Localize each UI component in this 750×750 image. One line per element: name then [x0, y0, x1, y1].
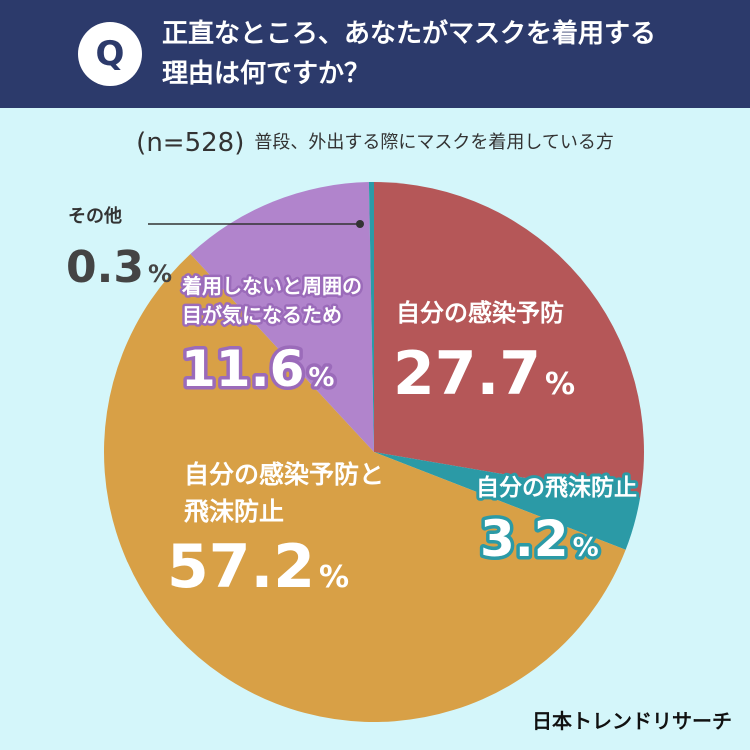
question-line-2: 理由は何ですか？	[162, 59, 371, 89]
label-self-droplet-prevention: 自分の飛沫防止	[476, 474, 637, 501]
slice-other	[368, 182, 374, 452]
slice-self-droplet-prevention	[374, 452, 641, 550]
question-header: Q 正直なところ、あなたがマスクを着用する 理由は何ですか？	[0, 0, 750, 108]
question-line-1: 正直なところ、あなたがマスクを着用する	[162, 19, 657, 49]
leader-dot-other	[356, 220, 364, 228]
label-other: その他	[68, 205, 122, 227]
value-self-droplet-prevention: 3.2%	[480, 510, 599, 568]
slice-infection-and-droplet	[104, 254, 626, 722]
question-text: 正直なところ、あなたがマスクを着用する 理由は何ですか？	[162, 14, 722, 94]
q-badge: Q	[78, 22, 142, 86]
value-self-infection-prevention: 27.7%	[393, 339, 575, 409]
slice-self-infection-prevention	[374, 182, 644, 498]
value-other: 0.3%	[66, 242, 172, 293]
slice-public-eye	[190, 182, 374, 453]
label-public-eye-line1: 着用しないと周囲の	[181, 274, 362, 298]
brand-logo: 日本トレンドリサーチ	[532, 709, 732, 733]
subtitle-description: 普段、外出する際にマスクを着用している方	[254, 132, 614, 153]
value-public-eye: 11.6%	[181, 340, 334, 398]
label-public-eye-line2: 目が気になるため	[182, 303, 342, 327]
label-self-infection-prevention: 自分の感染予防	[396, 299, 564, 327]
subtitle: (n=528) 普段、外出する際にマスクを着用している方	[0, 128, 750, 158]
value-infection-and-droplet: 57.2%	[167, 532, 349, 602]
label-infection-and-droplet-line1: 自分の感染予防と	[184, 460, 384, 489]
label-infection-and-droplet-line2: 飛沫防止	[184, 497, 284, 526]
sample-size: (n=528)	[136, 128, 245, 158]
